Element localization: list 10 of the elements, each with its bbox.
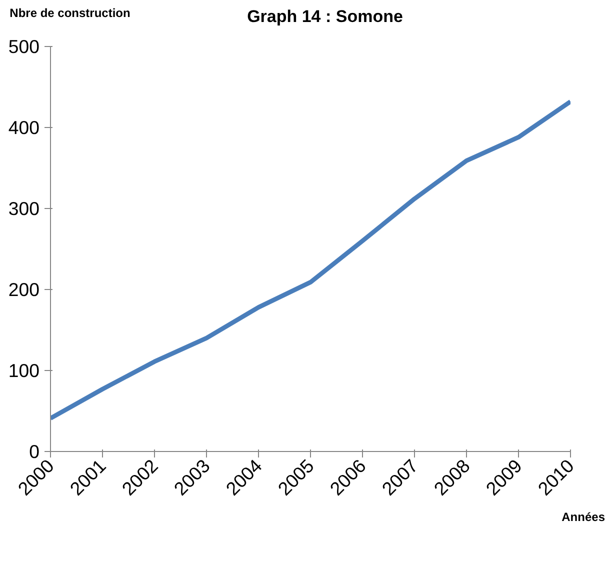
line-series — [50, 100, 570, 421]
x-axis-title: Années — [562, 509, 605, 526]
y-tick-label: 500 — [8, 36, 40, 58]
y-axis-title: Nbre de construction — [10, 5, 130, 22]
y-tick-label: 400 — [8, 117, 40, 138]
y-tick-label: 200 — [8, 279, 40, 300]
y-tick-label: 100 — [8, 360, 40, 382]
y-tick-label: 0 — [29, 441, 40, 462]
chart-title: Graph 14 : Somone — [247, 6, 403, 28]
y-tick-label: 300 — [8, 198, 40, 220]
